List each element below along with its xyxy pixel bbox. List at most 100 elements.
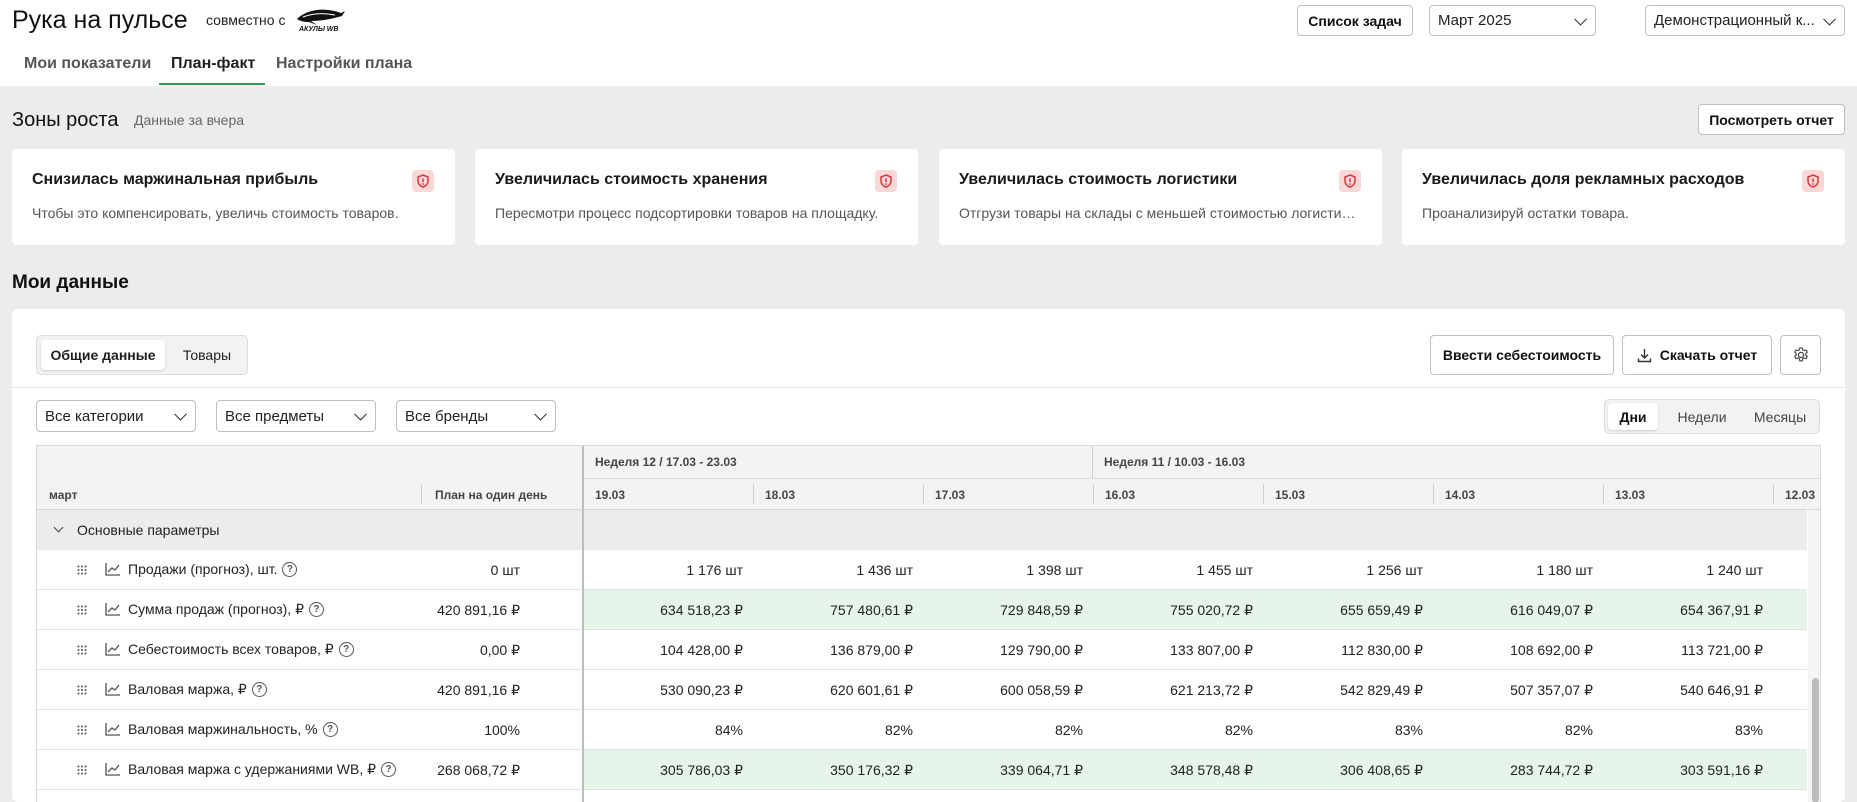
- chevron-down-icon[interactable]: [53, 522, 64, 533]
- week-label: Неделя 11 / 10.03 - 16.03: [1104, 455, 1245, 469]
- month-select[interactable]: Март 2025: [1429, 5, 1596, 36]
- tasks-button[interactable]: Список задач: [1297, 5, 1413, 36]
- card-text: Проанализируй остатки товара.: [1422, 205, 1629, 221]
- column-separator: [1773, 484, 1774, 504]
- drag-handle-icon[interactable]: [77, 605, 87, 615]
- date-column-label: 16.03: [1105, 488, 1136, 502]
- subject-filter-value: Все предметы: [225, 407, 325, 425]
- download-report-button[interactable]: Скачать отчет: [1622, 335, 1772, 375]
- period-months[interactable]: Месяцы: [1753, 408, 1807, 425]
- group-row[interactable]: Основные параметры: [37, 510, 1807, 550]
- date-column-label: 17.03: [935, 488, 966, 502]
- plan-value: 268 068,72 ₽: [437, 762, 520, 778]
- table-cell: 654 367,91 ₽: [1680, 602, 1763, 618]
- help-icon[interactable]: ?: [381, 762, 397, 777]
- drag-handle-icon[interactable]: [77, 725, 87, 735]
- chart-line-icon[interactable]: [105, 602, 121, 616]
- plan-value: 0,00 ₽: [479, 642, 520, 658]
- table-cell: 83%: [1734, 722, 1763, 738]
- chart-line-icon[interactable]: [105, 682, 121, 696]
- table-cell: 305 786,03 ₽: [660, 762, 743, 778]
- plan-value: 420 891,16 ₽: [437, 602, 520, 618]
- table-cell: 540 646,91 ₽: [1680, 682, 1763, 698]
- chart-line-icon[interactable]: [105, 642, 121, 656]
- view-report-button[interactable]: Посмотреть отчет: [1698, 104, 1845, 135]
- table-cell: 755 020,72 ₽: [1170, 602, 1253, 618]
- drag-handle-icon[interactable]: [77, 685, 87, 695]
- tab-general-data[interactable]: Общие данные: [41, 340, 165, 370]
- shield-alert-icon: [1339, 170, 1361, 192]
- week-label: Неделя 12 / 17.03 - 23.03: [595, 455, 737, 469]
- chevron-down-icon: [1574, 12, 1587, 26]
- chart-line-icon[interactable]: [105, 562, 121, 576]
- cabinet-select[interactable]: Демонстрационный к...: [1645, 5, 1845, 36]
- drag-handle-icon[interactable]: [77, 565, 87, 575]
- row-label: Продажи (прогноз), шт.?: [128, 561, 298, 577]
- drag-handle-icon[interactable]: [77, 645, 87, 655]
- table-row: Себестоимость всех товаров, ₽? 0,00 ₽ 104 …: [37, 630, 1807, 670]
- help-icon[interactable]: ?: [251, 682, 267, 697]
- column-separator: [1263, 484, 1264, 504]
- data-panel: Общие данные Товары Ввести себестоимость…: [12, 309, 1845, 802]
- column-separator: [923, 484, 924, 504]
- subject-filter[interactable]: Все предметы: [216, 400, 376, 432]
- panel-divider: [12, 387, 1845, 388]
- row-label-text: Сумма продаж (прогноз), ₽: [128, 601, 304, 617]
- table-cell: 1 256 шт: [1366, 562, 1423, 578]
- date-column-label: 19.03: [595, 488, 626, 502]
- app-title: Рука на пульсе: [12, 6, 188, 34]
- scrollbar-thumb[interactable]: [1812, 678, 1819, 802]
- row-label: Валовая маржинальность, %?: [128, 721, 338, 737]
- cabinet-select-value: Демонстрационный к...: [1654, 12, 1815, 29]
- growth-card[interactable]: Увеличилась стоимость хранения Пересмотр…: [475, 149, 918, 245]
- highlight-background: [583, 750, 1807, 789]
- top-bar: Рука на пульсе совместно с АКУЛЫ WB Спис…: [0, 0, 1857, 86]
- table-settings-button[interactable]: [1780, 335, 1821, 375]
- chevron-down-icon: [354, 407, 367, 421]
- help-icon[interactable]: ?: [308, 602, 324, 617]
- svg-text:АКУЛЫ WB: АКУЛЫ WB: [298, 26, 338, 33]
- partner-text: совместно с: [206, 12, 286, 28]
- akuly-wb-logo: АКУЛЫ WB: [297, 9, 345, 33]
- month-select-value: Март 2025: [1438, 12, 1512, 29]
- table-cell: 616 049,07 ₽: [1510, 602, 1593, 618]
- chart-line-icon[interactable]: [105, 722, 121, 736]
- table-cell: 339 064,71 ₽: [1000, 762, 1083, 778]
- table-cell: 600 058,59 ₽: [1000, 682, 1083, 698]
- view-toggle: Общие данные Товары: [36, 335, 248, 375]
- table-cell: 1 436 шт: [856, 562, 913, 578]
- tab-products[interactable]: Товары: [182, 347, 232, 363]
- chevron-down-icon: [534, 407, 547, 421]
- tab-plan-fact[interactable]: План-факт: [171, 55, 256, 72]
- tab-plan-settings[interactable]: Настройки плана: [276, 55, 413, 72]
- table-cell: 136 879,00 ₽: [830, 642, 913, 658]
- category-filter[interactable]: Все категории: [36, 400, 196, 432]
- help-icon[interactable]: ?: [282, 561, 298, 577]
- chart-line-icon[interactable]: [105, 762, 121, 776]
- growth-zones-title: Зоны роста: [12, 109, 119, 131]
- help-icon[interactable]: ?: [322, 721, 338, 737]
- growth-card[interactable]: Снизилась маржинальная прибыль Чтобы это…: [12, 149, 455, 245]
- help-icon[interactable]: ?: [338, 642, 354, 657]
- frozen-column-separator: [582, 446, 584, 802]
- period-days[interactable]: Дни: [1608, 403, 1658, 430]
- table-cell: 82%: [884, 722, 913, 738]
- period-weeks[interactable]: Недели: [1677, 408, 1727, 425]
- growth-zones-subtitle: Данные за вчера: [134, 112, 245, 128]
- table-row: Валовая маржа, ₽? 420 891,16 ₽ 530 090,23 …: [37, 670, 1807, 710]
- growth-card[interactable]: Увеличилась стоимость логистики Отгрузи …: [939, 149, 1382, 245]
- table-cell: 83%: [1394, 722, 1423, 738]
- table-cell: 634 518,23 ₽: [660, 602, 743, 618]
- card-title: Увеличилась стоимость хранения: [495, 171, 768, 188]
- enter-cost-button[interactable]: Ввести себестоимость: [1430, 335, 1614, 375]
- column-separator: [421, 484, 422, 504]
- drag-handle-icon[interactable]: [77, 765, 87, 775]
- plan-value: 420 891,16 ₽: [437, 682, 520, 698]
- card-text: Отгрузи товары на склады с меньшей стоим…: [959, 205, 1359, 221]
- period-toggle: Дни Недели Месяцы: [1604, 399, 1820, 434]
- row-label: Сумма продаж (прогноз), ₽?: [128, 601, 324, 618]
- brand-filter[interactable]: Все бренды: [396, 400, 556, 432]
- growth-card[interactable]: Увеличилась доля рекламных расходов Проа…: [1402, 149, 1845, 245]
- tab-my-metrics[interactable]: Мои показатели: [24, 55, 152, 72]
- card-title: Увеличилась доля рекламных расходов: [1422, 171, 1745, 188]
